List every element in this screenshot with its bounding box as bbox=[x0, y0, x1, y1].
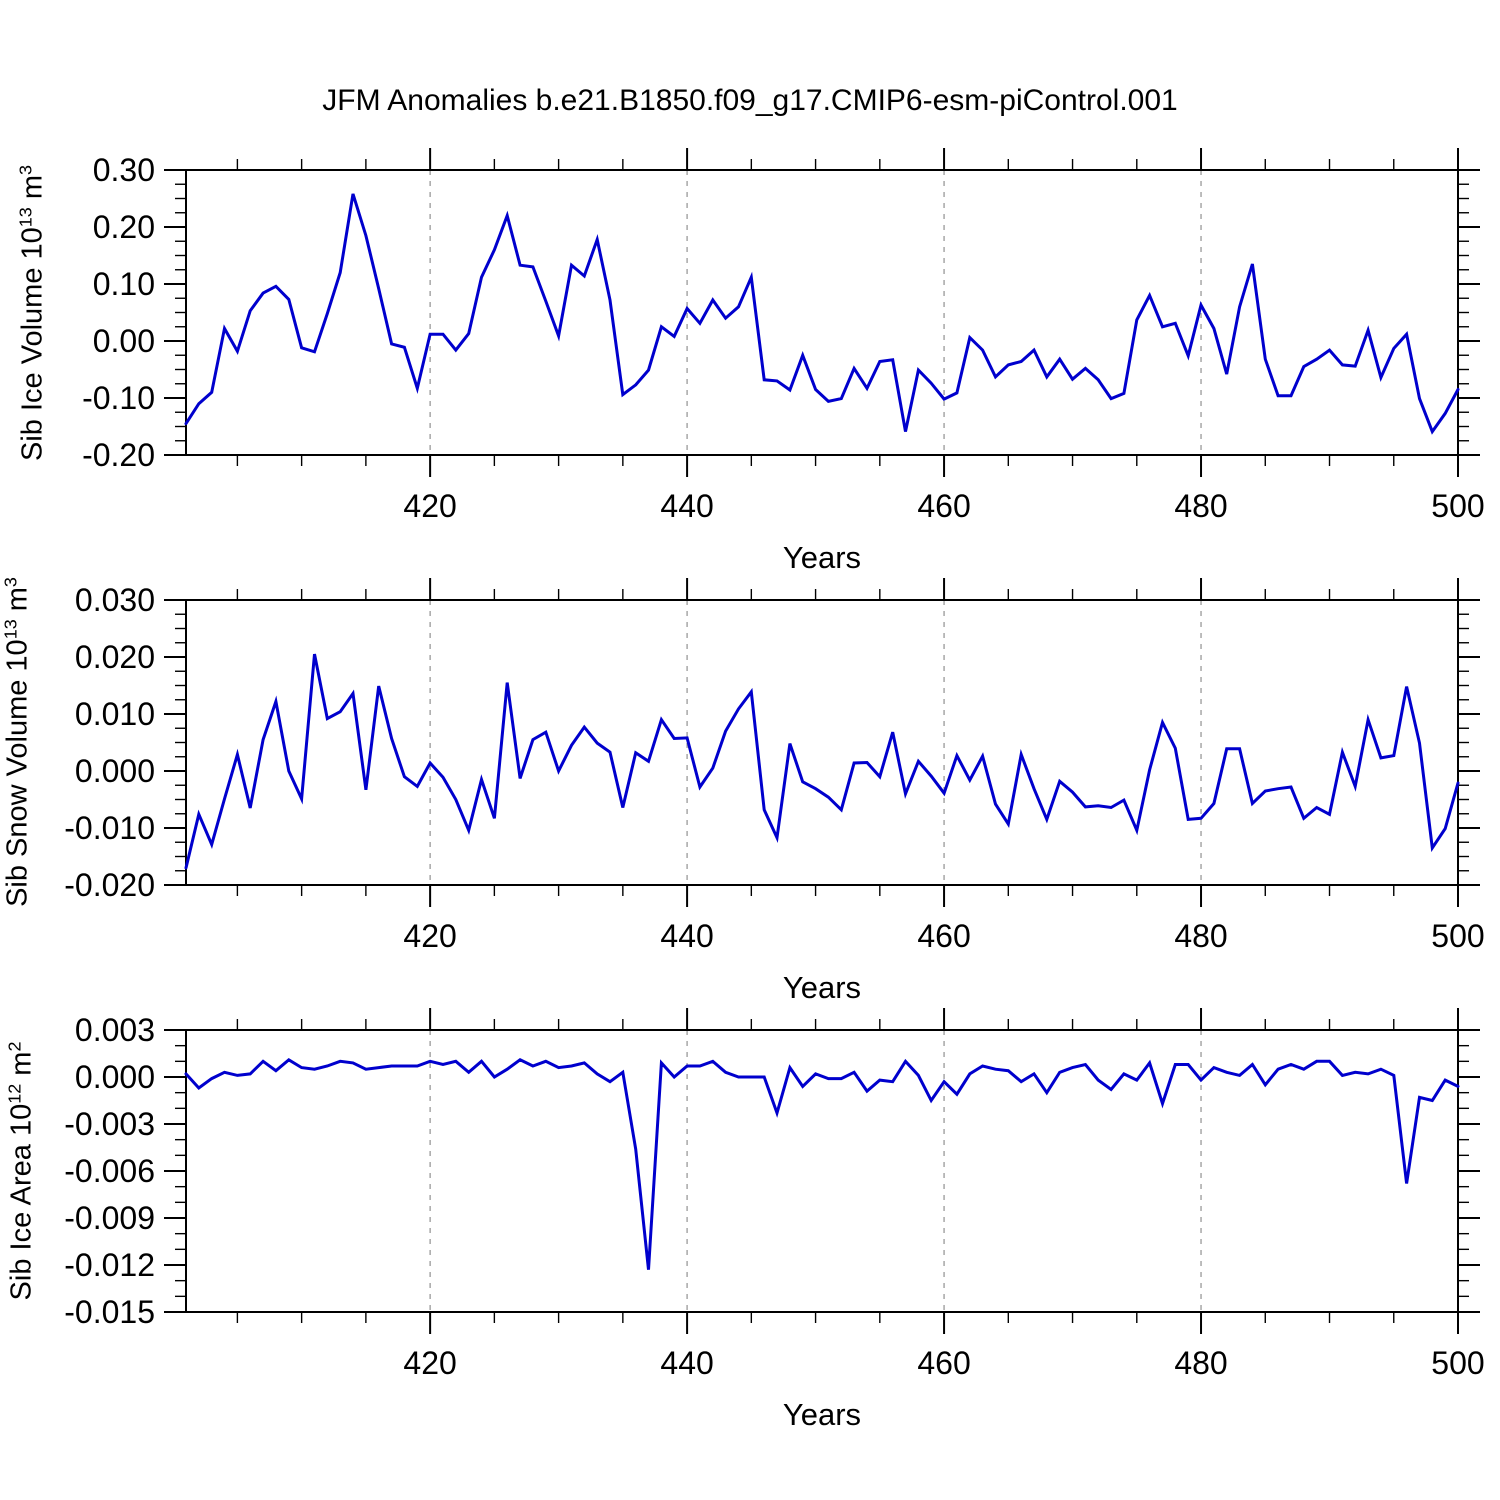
x-tick-label: 480 bbox=[1174, 488, 1227, 524]
x-tick-label: 460 bbox=[917, 1345, 970, 1381]
y-tick-label: 0.030 bbox=[75, 582, 155, 618]
panel-1: 420 440 460 480 500 0.030 0.020 0.010 0.000 -0.01… bbox=[64, 578, 1485, 1005]
y-tick-label: -0.003 bbox=[64, 1106, 155, 1142]
y-tick-label: -0.006 bbox=[64, 1153, 155, 1189]
figure-title: JFM Anomalies b.e21.B1850.f09_g17.CMIP6-… bbox=[322, 84, 1178, 117]
data-line-2 bbox=[184, 1057, 1460, 1270]
y-tick-label: -0.020 bbox=[64, 867, 155, 903]
x-tick-label: 480 bbox=[1174, 1345, 1227, 1381]
x-axis-label: Years bbox=[783, 970, 861, 1005]
x-tick-label: 460 bbox=[917, 918, 970, 954]
y-tick-label: 0.000 bbox=[75, 753, 155, 789]
plot-frame bbox=[185, 599, 1459, 886]
panel-2: 420 440 460 480 500 0.003 0.000 -0.003 -0.006 -0.… bbox=[64, 1008, 1485, 1432]
y-tick-label: 0.010 bbox=[75, 696, 155, 732]
data-line-1 bbox=[184, 653, 1460, 870]
x-tick-label: 500 bbox=[1431, 488, 1484, 524]
x-axis-label: Years bbox=[783, 540, 861, 575]
y-tick-label: -0.010 bbox=[64, 810, 155, 846]
y-tick-label: 0.00 bbox=[93, 323, 155, 359]
x-tick-label: 420 bbox=[403, 488, 456, 524]
y-tick-label: 0.10 bbox=[93, 266, 155, 302]
y-tick-label: -0.012 bbox=[64, 1247, 155, 1283]
x-tick-label: 440 bbox=[660, 488, 713, 524]
y-tick-label: 0.20 bbox=[93, 209, 155, 245]
y-tick-label: -0.20 bbox=[82, 437, 155, 473]
x-tick-label: 420 bbox=[403, 1345, 456, 1381]
x-tick-label: 500 bbox=[1431, 918, 1484, 954]
panel-0: 420 440 460 480 500 0.30 0.20 0.10 0.00 -0.10 -0.2… bbox=[82, 148, 1485, 575]
y-tick-label: 0.000 bbox=[75, 1059, 155, 1095]
x-tick-label: 480 bbox=[1174, 918, 1227, 954]
plot-frame bbox=[185, 1029, 1459, 1313]
y-tick-label: 0.020 bbox=[75, 639, 155, 675]
y-tick-label: 0.30 bbox=[93, 152, 155, 188]
x-tick-label: 440 bbox=[660, 918, 713, 954]
y-tick-label: -0.015 bbox=[64, 1294, 155, 1330]
x-tick-label: 440 bbox=[660, 1345, 713, 1381]
x-tick-label: 420 bbox=[403, 918, 456, 954]
x-tick-label: 500 bbox=[1431, 1345, 1484, 1381]
y-tick-label: 0.003 bbox=[75, 1012, 155, 1048]
y-tick-label: -0.10 bbox=[82, 380, 155, 416]
x-axis-label: Years bbox=[783, 1397, 861, 1432]
x-tick-label: 460 bbox=[917, 488, 970, 524]
y-tick-label: -0.009 bbox=[64, 1200, 155, 1236]
plot-frame bbox=[185, 169, 1459, 456]
data-line-0 bbox=[184, 193, 1460, 435]
